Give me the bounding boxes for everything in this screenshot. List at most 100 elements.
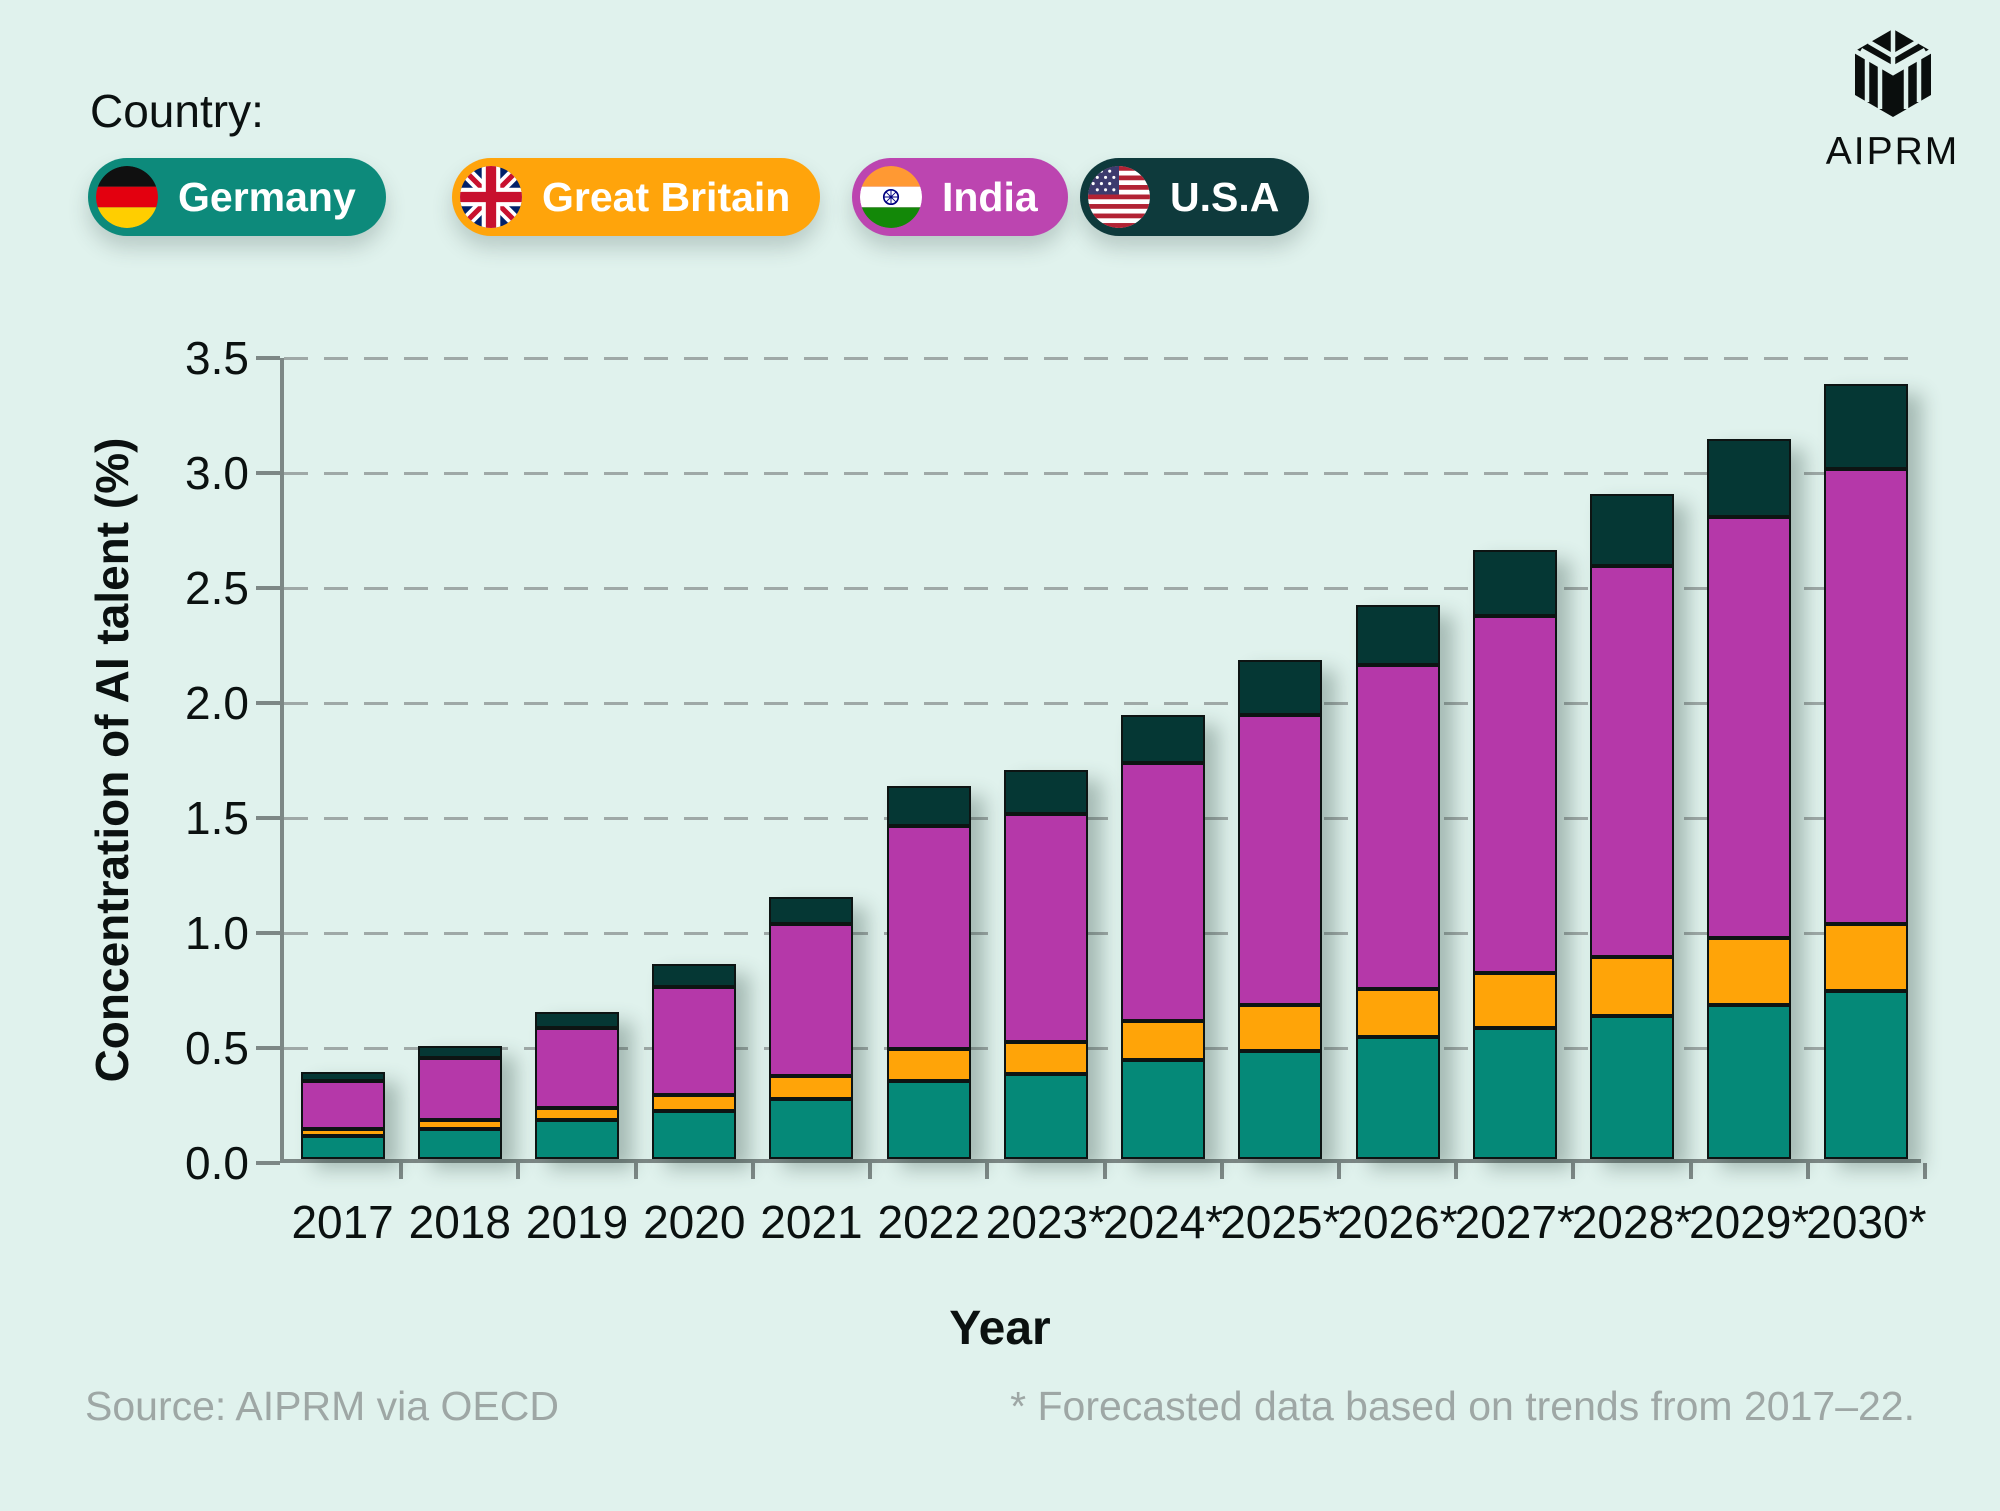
bar-2028 [1589, 494, 1674, 1159]
bar-segment-great-britain-2018 [417, 1119, 502, 1130]
bar-2026 [1355, 604, 1440, 1159]
bar-2023 [1003, 770, 1088, 1159]
y-tick-label-3.5: 3.5 [185, 332, 249, 384]
gridline-1.5 [284, 816, 1921, 820]
x-axis-tick-9 [1336, 1163, 1341, 1179]
bar-segment-u-s-a-2019 [535, 1011, 620, 1028]
y-tick-label-0.0: 0.0 [185, 1137, 249, 1189]
x-axis-tick-13 [1805, 1163, 1810, 1179]
y-axis-tick-2.5 [256, 586, 280, 590]
bar-segment-germany-2029 [1707, 1004, 1792, 1159]
india-flag-icon [860, 166, 922, 228]
bar-segment-india-2030 [1824, 469, 1909, 925]
plot-area: 0.0 0.5 1.0 1.5 2.0 2.5 3.0 3.5 2017 2018 2019 2020… [185, 332, 1927, 1248]
gridline-2.5 [284, 586, 1921, 590]
bar-segment-india-2019 [535, 1027, 620, 1109]
y-axis-tick-2.0 [256, 701, 280, 705]
bar-segment-great-britain-2025 [1238, 1004, 1323, 1051]
great-britain-flag-icon [460, 166, 522, 228]
legend-pill-great-britain: Great Britain [452, 158, 821, 236]
x-tick-label-2026: 2026* [1337, 1196, 1458, 1248]
bar-segment-germany-2026 [1355, 1037, 1440, 1159]
bar-segment-u-s-a-2017 [300, 1071, 385, 1081]
aiprm-logo-mark-icon [1853, 29, 1932, 117]
bar-2024 [1121, 715, 1206, 1159]
bar-segment-germany-2028 [1589, 1016, 1674, 1159]
bar-segment-u-s-a-2024 [1121, 715, 1206, 764]
bar-segment-u-s-a-2020 [652, 963, 737, 987]
bar-segment-germany-2024 [1121, 1060, 1206, 1159]
footer-source: Source: AIPRM via OECD [85, 1383, 559, 1429]
bar-segment-u-s-a-2018 [417, 1046, 502, 1058]
bar-segment-u-s-a-2027 [1472, 549, 1557, 617]
bar-segment-india-2026 [1355, 664, 1440, 989]
x-axis-tick-1 [399, 1163, 404, 1179]
x-tick-label-2018: 2018 [408, 1196, 511, 1248]
bar-segment-germany-2020 [652, 1110, 737, 1159]
bar-segment-u-s-a-2022 [886, 786, 971, 826]
legend-label-great-britain: Great Britain [542, 173, 791, 220]
x-axis-tick-8 [1219, 1163, 1224, 1179]
bar-segment-u-s-a-2026 [1355, 604, 1440, 665]
bar-segment-germany-2017 [300, 1136, 385, 1159]
bar-2017 [300, 1071, 385, 1159]
x-axis-tick-10 [1454, 1163, 1459, 1179]
bar-segment-india-2023 [1003, 814, 1088, 1042]
x-tick-label-2025: 2025* [1220, 1196, 1341, 1248]
x-tick-label-2020: 2020 [643, 1196, 746, 1248]
bar-segment-u-s-a-2030 [1824, 383, 1909, 470]
x-axis-tick-2 [516, 1163, 521, 1179]
y-tick-label-2.0: 2.0 [185, 677, 249, 729]
gridline-0.5 [284, 1046, 1921, 1050]
x-tick-label-2022: 2022 [877, 1196, 980, 1248]
bar-segment-germany-2030 [1824, 991, 1909, 1159]
bar-segment-germany-2019 [535, 1119, 620, 1159]
footer-note: * Forecasted data based on trends from 2… [1010, 1383, 1915, 1429]
bar-segment-great-britain-2020 [652, 1094, 737, 1111]
bar-segment-india-2028 [1589, 565, 1674, 957]
legend-row: Germany Great Britain India U.S.A [0, 158, 2000, 236]
bar-segment-great-britain-2027 [1472, 972, 1557, 1028]
x-axis-tick-3 [633, 1163, 638, 1179]
legend-pill-india: India [852, 158, 1068, 236]
y-tick-label-2.5: 2.5 [185, 562, 249, 614]
bar-2029 [1707, 439, 1792, 1159]
y-axis-tick-3.0 [256, 471, 280, 475]
bar-segment-great-britain-2023 [1003, 1041, 1088, 1074]
bar-segment-great-britain-2021 [769, 1076, 854, 1100]
y-axis-title: Concentration of AI talent (%) [86, 437, 138, 1083]
bar-2022 [886, 786, 971, 1159]
y-axis-tick-1.5 [256, 816, 280, 820]
bar-segment-india-2020 [652, 986, 737, 1095]
legend-title: Country: [90, 85, 264, 137]
x-tick-label-2029: 2029* [1689, 1196, 1810, 1248]
x-axis-tick-5 [868, 1163, 873, 1179]
bar-segment-india-2029 [1707, 517, 1792, 939]
legend-label-india: India [942, 173, 1038, 220]
gridline-1.0 [284, 931, 1921, 935]
bar-segment-india-2025 [1238, 715, 1323, 1005]
y-tick-label-1.5: 1.5 [185, 792, 249, 844]
x-tick-label-2021: 2021 [760, 1196, 863, 1248]
x-tick-label-2027: 2027* [1454, 1196, 1575, 1248]
bar-segment-great-britain-2028 [1589, 956, 1674, 1017]
bar-segment-germany-2018 [417, 1129, 502, 1159]
legend-label-germany: Germany [178, 173, 356, 220]
bar-segment-india-2024 [1121, 763, 1206, 1022]
bar-2027 [1472, 549, 1557, 1159]
bar-segment-india-2017 [300, 1080, 385, 1130]
legend-label-u-s-a: U.S.A [1170, 173, 1280, 220]
x-tick-label-2023: 2023* [985, 1196, 1106, 1248]
y-tick-label-0.5: 0.5 [185, 1022, 249, 1074]
gridline-2.0 [284, 701, 1921, 705]
bar-segment-germany-2021 [769, 1099, 854, 1159]
x-axis-tick-14 [1923, 1163, 1927, 1179]
x-tick-label-2030: 2030* [1806, 1196, 1927, 1248]
bar-segment-great-britain-2022 [886, 1048, 971, 1081]
legend-pill-u-s-a: U.S.A [1080, 158, 1310, 236]
x-tick-label-2019: 2019 [525, 1196, 629, 1248]
bar-segment-u-s-a-2021 [769, 896, 854, 925]
x-tick-label-2017: 2017 [291, 1196, 394, 1248]
bar-segment-india-2021 [769, 924, 854, 1077]
